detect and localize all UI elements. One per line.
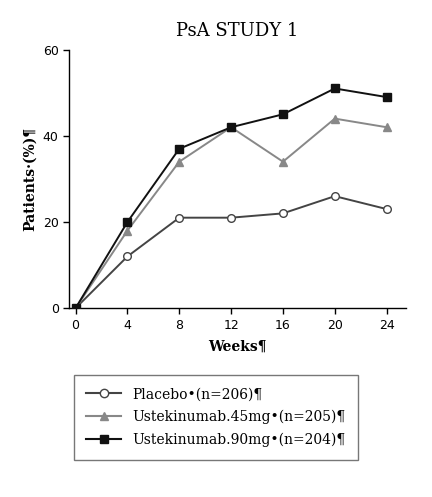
Legend: Placebo•(n=206)¶, Ustekinumab․45mg•(n=205)¶, Ustekinumab․90mg•(n=204)¶: Placebo•(n=206)¶, Ustekinumab․45mg•(n=20… bbox=[74, 375, 358, 460]
X-axis label: Weeks¶: Weeks¶ bbox=[208, 340, 267, 354]
Title: PsA STUDY 1: PsA STUDY 1 bbox=[176, 22, 299, 40]
Y-axis label: Patients·(%)¶: Patients·(%)¶ bbox=[23, 127, 37, 231]
